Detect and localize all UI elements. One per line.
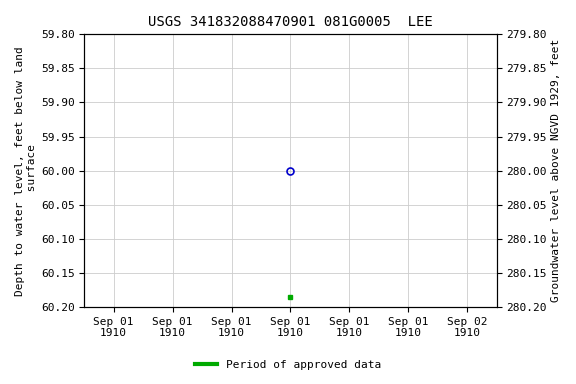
Title: USGS 341832088470901 081G0005  LEE: USGS 341832088470901 081G0005 LEE <box>148 15 433 29</box>
Legend: Period of approved data: Period of approved data <box>191 356 385 375</box>
Y-axis label: Depth to water level, feet below land
 surface: Depth to water level, feet below land su… <box>15 46 37 296</box>
Y-axis label: Groundwater level above NGVD 1929, feet: Groundwater level above NGVD 1929, feet <box>551 39 561 302</box>
